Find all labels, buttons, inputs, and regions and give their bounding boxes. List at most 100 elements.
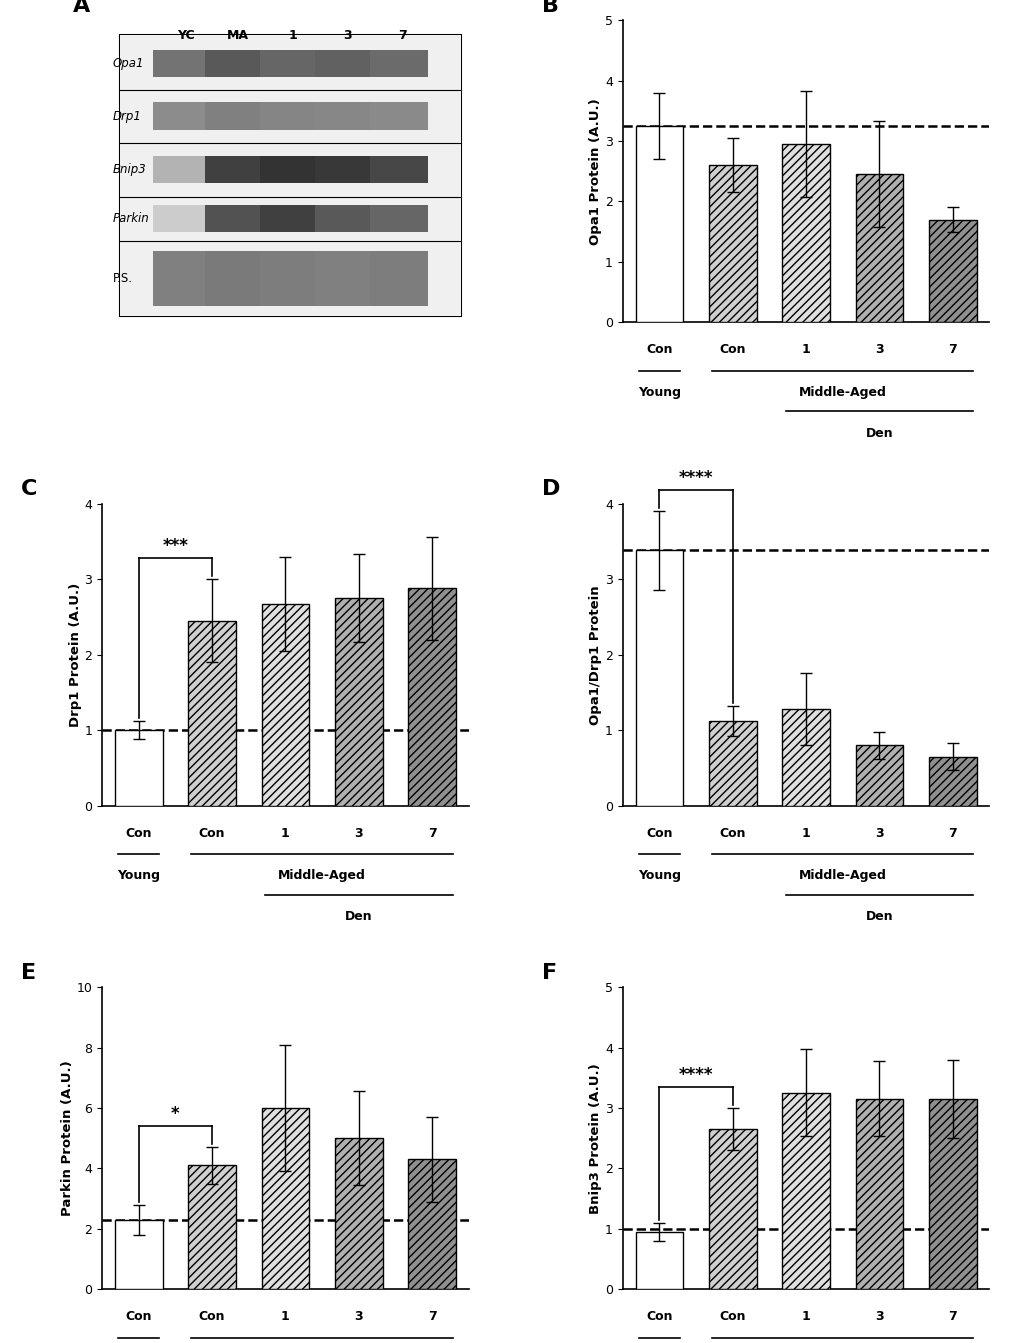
Bar xyxy=(153,251,212,306)
Text: Con: Con xyxy=(718,1311,745,1323)
Text: 7: 7 xyxy=(398,30,407,42)
Bar xyxy=(635,126,683,322)
Y-axis label: Drp1 Protein (A.U.): Drp1 Protein (A.U.) xyxy=(68,583,82,727)
Bar xyxy=(260,156,318,184)
Bar xyxy=(315,50,373,77)
Text: Bnip3: Bnip3 xyxy=(113,164,147,176)
Text: 3: 3 xyxy=(354,827,363,839)
Bar xyxy=(782,144,829,322)
Text: Middle-Aged: Middle-Aged xyxy=(278,869,366,882)
Text: Con: Con xyxy=(645,1311,672,1323)
Text: Con: Con xyxy=(125,827,152,839)
Bar xyxy=(205,251,263,306)
Text: Den: Den xyxy=(865,911,893,923)
Bar xyxy=(205,102,263,130)
Text: E: E xyxy=(21,963,37,983)
Text: 7: 7 xyxy=(948,1311,956,1323)
Text: P.S.: P.S. xyxy=(113,273,132,285)
Bar xyxy=(708,165,756,322)
Bar xyxy=(782,709,829,806)
Bar xyxy=(928,756,975,806)
Bar xyxy=(261,604,309,806)
Text: 3: 3 xyxy=(874,1311,882,1323)
Bar xyxy=(408,588,455,806)
Text: Con: Con xyxy=(199,1311,225,1323)
Bar xyxy=(708,1129,756,1289)
Text: Young: Young xyxy=(117,869,160,882)
Bar xyxy=(369,251,428,306)
Text: Con: Con xyxy=(718,344,745,356)
Text: 7: 7 xyxy=(948,344,956,356)
Text: Con: Con xyxy=(645,344,672,356)
Bar xyxy=(261,1108,309,1289)
Bar xyxy=(855,745,903,806)
Y-axis label: Bnip3 Protein (A.U.): Bnip3 Protein (A.U.) xyxy=(589,1062,601,1214)
Text: Parkin: Parkin xyxy=(113,212,150,226)
Text: MA: MA xyxy=(226,30,249,42)
Text: Drp1: Drp1 xyxy=(113,110,142,122)
Bar xyxy=(260,251,318,306)
Text: 7: 7 xyxy=(948,827,956,839)
Bar xyxy=(708,721,756,806)
Bar xyxy=(115,1219,162,1289)
Bar xyxy=(187,620,235,806)
Text: 1: 1 xyxy=(801,827,810,839)
Text: ****: **** xyxy=(678,469,712,488)
Text: YC: YC xyxy=(177,30,195,42)
Text: 3: 3 xyxy=(343,30,352,42)
Text: Young: Young xyxy=(637,869,681,882)
Bar xyxy=(369,205,428,232)
Bar xyxy=(153,156,212,184)
Text: Opa1: Opa1 xyxy=(113,56,145,70)
Bar xyxy=(855,175,903,322)
Bar xyxy=(315,251,373,306)
Bar xyxy=(115,731,162,806)
Text: A: A xyxy=(72,0,90,16)
Bar xyxy=(315,205,373,232)
Bar xyxy=(928,1099,975,1289)
Bar xyxy=(334,598,382,806)
Text: 1: 1 xyxy=(801,344,810,356)
Bar xyxy=(205,156,263,184)
Y-axis label: Opa1 Protein (A.U.): Opa1 Protein (A.U.) xyxy=(589,98,601,244)
Bar xyxy=(369,50,428,77)
Bar xyxy=(315,156,373,184)
Bar xyxy=(334,1138,382,1289)
Bar xyxy=(205,205,263,232)
Bar xyxy=(153,102,212,130)
Text: Con: Con xyxy=(718,827,745,839)
Text: D: D xyxy=(541,479,559,500)
Bar xyxy=(635,551,683,806)
Bar xyxy=(187,1166,235,1289)
Text: B: B xyxy=(541,0,558,16)
Text: 1: 1 xyxy=(280,1311,289,1323)
Text: Young: Young xyxy=(637,385,681,399)
Y-axis label: Opa1/Drp1 Protein: Opa1/Drp1 Protein xyxy=(589,586,601,724)
Text: ***: *** xyxy=(162,537,189,555)
Text: 1: 1 xyxy=(288,30,297,42)
Bar xyxy=(153,205,212,232)
Text: 1: 1 xyxy=(280,827,289,839)
Text: Con: Con xyxy=(645,827,672,839)
Text: Den: Den xyxy=(344,911,372,923)
Bar xyxy=(635,1232,683,1289)
Bar xyxy=(369,156,428,184)
Bar xyxy=(369,102,428,130)
Text: 7: 7 xyxy=(427,827,436,839)
Text: 7: 7 xyxy=(427,1311,436,1323)
Text: 1: 1 xyxy=(801,1311,810,1323)
Bar xyxy=(315,102,373,130)
Text: C: C xyxy=(21,479,38,500)
Text: Con: Con xyxy=(199,827,225,839)
Text: 3: 3 xyxy=(874,827,882,839)
Bar xyxy=(260,205,318,232)
Text: *: * xyxy=(171,1105,179,1123)
Bar xyxy=(260,102,318,130)
Bar xyxy=(855,1099,903,1289)
Bar xyxy=(408,1159,455,1289)
Text: Den: Den xyxy=(865,427,893,439)
Text: Middle-Aged: Middle-Aged xyxy=(798,385,886,399)
Bar xyxy=(928,219,975,322)
Text: 3: 3 xyxy=(354,1311,363,1323)
Text: 3: 3 xyxy=(874,344,882,356)
